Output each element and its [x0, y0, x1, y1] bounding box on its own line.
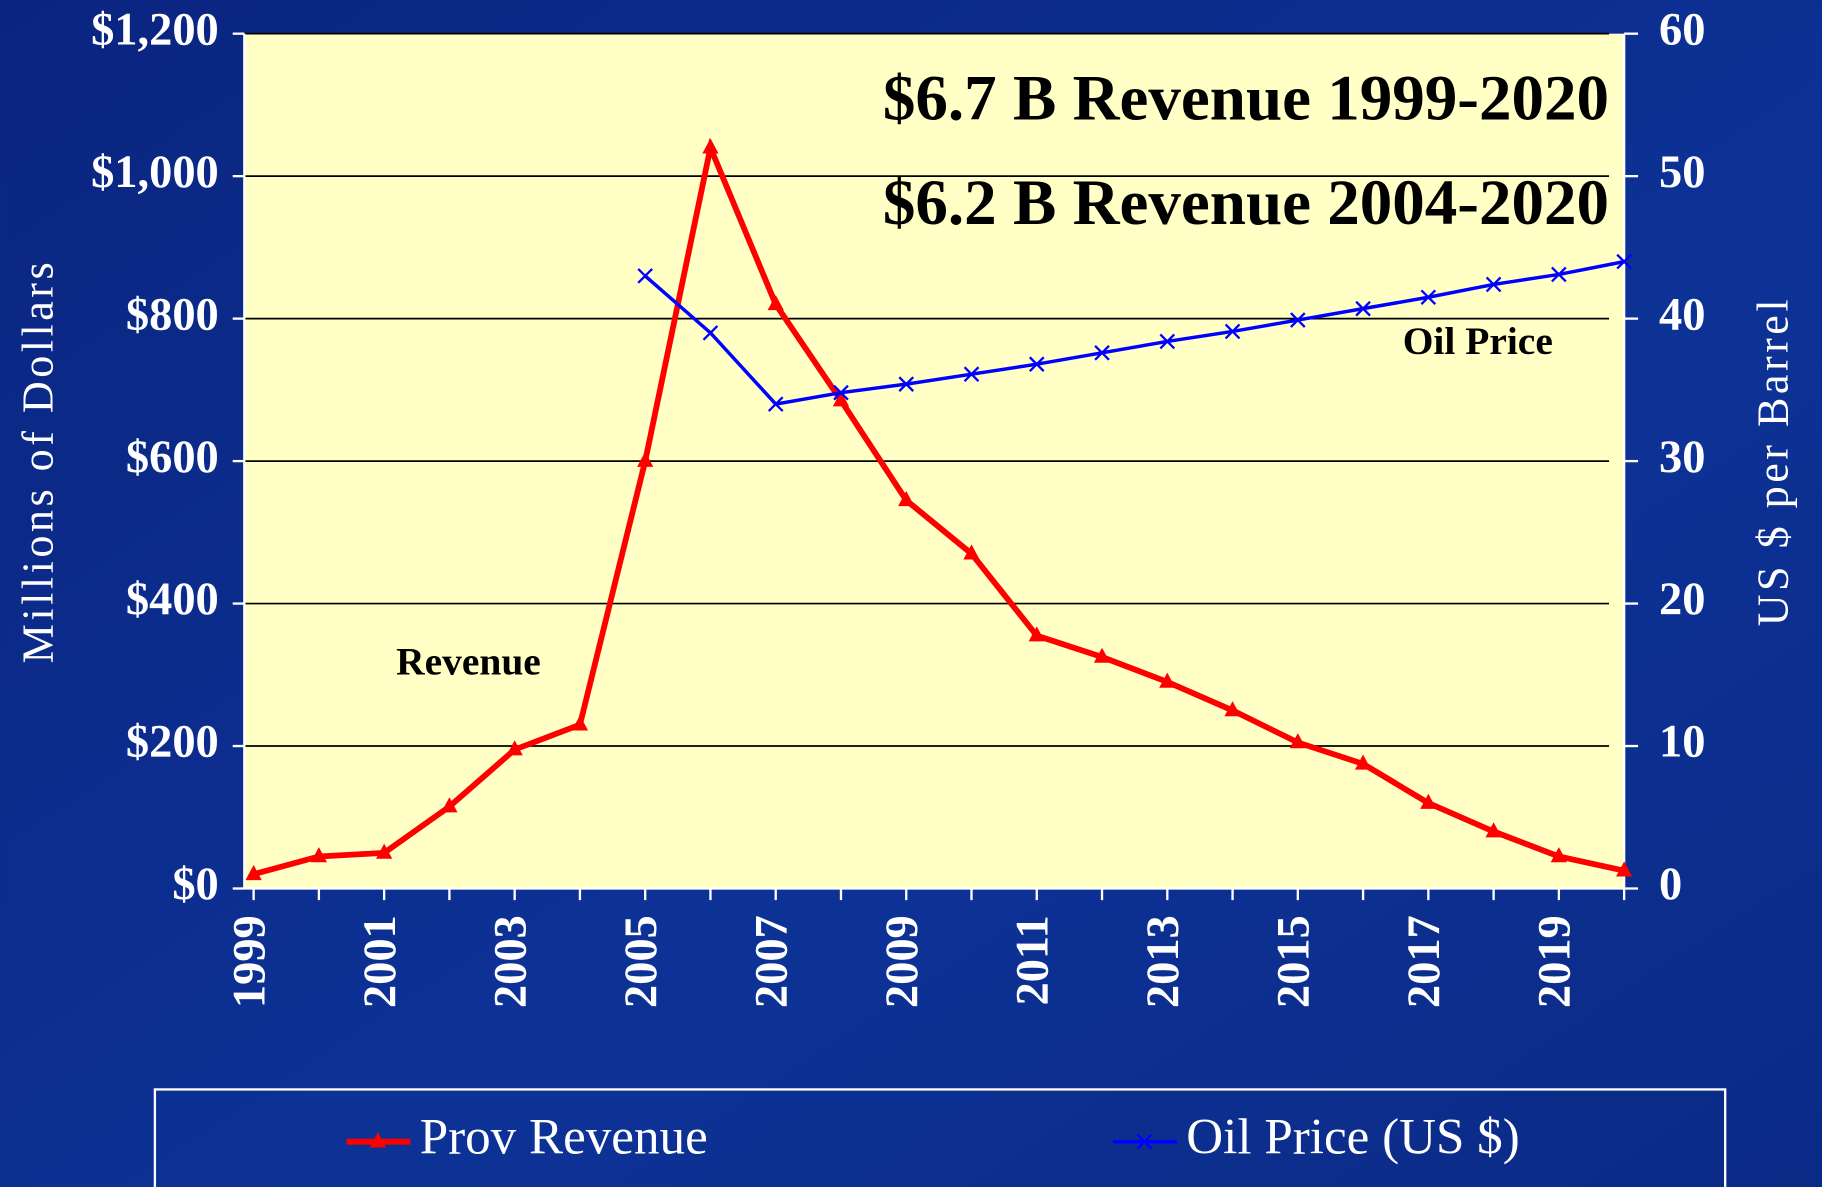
- marker: [310, 847, 328, 863]
- marker: [833, 384, 849, 401]
- marker: [702, 138, 719, 154]
- annotation: $6.7 B Revenue 1999-2020: [883, 62, 1609, 134]
- y2-tick-label: 40: [1659, 289, 1705, 340]
- marker: [1289, 733, 1306, 749]
- x-tick-label: 2009: [877, 915, 928, 1008]
- marker: [1551, 266, 1567, 283]
- marker: [1420, 289, 1437, 306]
- marker: [898, 376, 915, 392]
- annotation: $6.2 B Revenue 2004-2020: [883, 167, 1609, 239]
- legend-marker: [1136, 1133, 1153, 1150]
- x-tick-label: 2011: [1007, 915, 1058, 1005]
- marker: [832, 391, 850, 407]
- marker: [571, 715, 589, 731]
- legend-marker: [369, 1132, 387, 1148]
- x-tick-label: 2017: [1399, 915, 1450, 1008]
- x-tick-label: 2013: [1138, 915, 1189, 1008]
- marker: [506, 740, 523, 756]
- marker: [1550, 847, 1567, 863]
- marker: [1028, 626, 1045, 642]
- legend-label: Oil Price (US $): [1186, 1108, 1519, 1165]
- marker: [702, 325, 719, 341]
- marker: [1616, 253, 1632, 270]
- y2-axis-label: US $ per Barrel: [1749, 296, 1798, 626]
- y-tick-label: $600: [126, 432, 219, 483]
- marker: [1159, 672, 1176, 688]
- y-tick-label: $0: [172, 859, 218, 910]
- y-tick-label: $400: [126, 574, 219, 625]
- y2-tick-label: 60: [1659, 4, 1705, 55]
- y-tick-label: $1,200: [91, 4, 219, 55]
- x-tick-label: 2007: [746, 915, 797, 1008]
- marker: [898, 490, 915, 507]
- marker: [637, 268, 653, 284]
- x-tick-label: 1999: [224, 915, 275, 1008]
- y2-tick-label: 50: [1659, 147, 1705, 198]
- marker: [963, 366, 980, 382]
- marker: [767, 295, 784, 311]
- y-tick-label: $800: [126, 289, 219, 340]
- x-tick-label: 2003: [485, 915, 536, 1008]
- marker: [1290, 312, 1306, 328]
- marker: [1093, 647, 1111, 663]
- marker: [1028, 356, 1045, 373]
- marker: [1420, 793, 1437, 809]
- legend-box: [153, 1088, 1727, 1187]
- x-tick-label: 2005: [616, 915, 667, 1008]
- marker: [441, 797, 458, 813]
- y-tick-label: $1,000: [91, 147, 219, 198]
- marker: [963, 544, 980, 560]
- legend-label: Prov Revenue: [420, 1108, 708, 1165]
- marker: [637, 451, 654, 467]
- y2-tick-label: 10: [1659, 717, 1705, 768]
- marker: [245, 864, 262, 881]
- marker: [1354, 754, 1372, 770]
- series-line: [644, 259, 1625, 406]
- marker: [1159, 333, 1176, 350]
- marker: [1485, 822, 1502, 838]
- marker: [1224, 701, 1241, 717]
- y-tick-label: $200: [126, 717, 219, 768]
- y2-tick-label: 30: [1659, 432, 1705, 483]
- x-tick-label: 2001: [355, 915, 406, 1008]
- x-tick-label: 2015: [1268, 915, 1319, 1008]
- y2-tick-label: 0: [1659, 859, 1682, 910]
- marker: [1094, 345, 1110, 361]
- y2-tick-label: 20: [1659, 574, 1705, 625]
- marker: [1355, 300, 1371, 317]
- annotation: Oil Price: [1403, 319, 1553, 363]
- x-tick-label: 2019: [1530, 915, 1581, 1008]
- marker: [1615, 861, 1633, 877]
- series-line: [252, 137, 1625, 878]
- marker: [1224, 323, 1241, 340]
- marker: [1485, 276, 1502, 293]
- annotation: Revenue: [396, 640, 541, 684]
- marker: [767, 396, 784, 412]
- y-axis-label: Millions of Dollars: [13, 259, 62, 664]
- marker: [376, 843, 393, 859]
